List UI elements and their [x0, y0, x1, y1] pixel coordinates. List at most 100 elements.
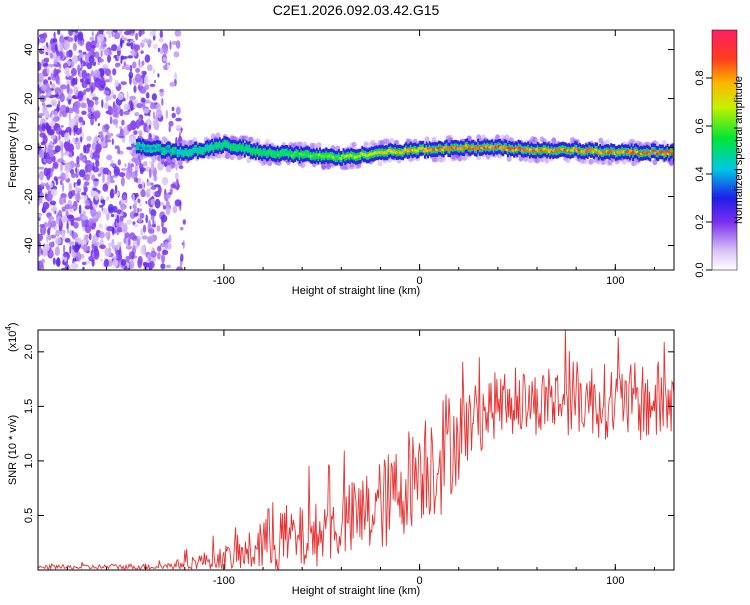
heatmap-cell [172, 205, 178, 214]
heatmap-cell [133, 208, 137, 214]
heatmap-cell [42, 201, 50, 210]
heatmap-cell [38, 61, 42, 71]
heatmap-cell [126, 91, 129, 101]
heatmap-cell [147, 64, 153, 72]
heatmap-cell [68, 241, 75, 246]
heatmap-cell [38, 213, 42, 218]
heatmap-cell [63, 253, 69, 258]
heatmap-cell [351, 141, 357, 148]
heatmap-cell [54, 87, 62, 95]
heatmap-cell [80, 126, 82, 134]
colorbar-tick-label: 0.8 [694, 70, 706, 85]
heatmap-cell [565, 157, 571, 164]
heatmap-cell [69, 265, 76, 270]
heatmap-cell [195, 150, 199, 154]
heatmap-cell [45, 125, 52, 131]
heatmap-plot-frame [37, 29, 675, 271]
heatmap-cell [41, 258, 45, 264]
heatmap-cell [78, 73, 82, 78]
heatmap-cell [133, 130, 138, 136]
heatmap-cell [138, 208, 143, 212]
heatmap-cell [85, 199, 90, 206]
heatmap-y-tick-label: 20 [23, 92, 35, 104]
heatmap-cell [506, 155, 512, 162]
heatmap-cell [141, 235, 148, 240]
heatmap-cell [58, 138, 62, 146]
snr-y-exponent-close: ) [7, 322, 19, 326]
heatmap-cell [53, 31, 56, 39]
heatmap-cell [147, 236, 154, 245]
heatmap-cell [135, 67, 141, 73]
heatmap-cell [73, 221, 79, 229]
heatmap-cell [120, 58, 123, 64]
heatmap-cell [163, 48, 168, 55]
heatmap-cell [93, 136, 100, 142]
heatmap-cell [78, 49, 82, 54]
heatmap-cell [38, 124, 42, 131]
heatmap-cell [621, 158, 627, 165]
heatmap-cell [91, 218, 98, 224]
heatmap-cell [68, 191, 73, 199]
heatmap-cell [182, 240, 185, 249]
heatmap-cell [77, 31, 84, 41]
heatmap-cell [457, 155, 463, 162]
heatmap-cell [253, 151, 257, 154]
heatmap-cell [60, 149, 64, 160]
heatmap-cell [129, 30, 135, 34]
heatmap-cell [126, 146, 133, 150]
heatmap-cell [89, 36, 95, 41]
heatmap-cell [474, 148, 478, 151]
heatmap-cell [173, 72, 178, 82]
heatmap-cell [56, 257, 61, 267]
heatmap-cell [134, 165, 139, 171]
heatmap-cell [140, 189, 146, 198]
heatmap-cell [243, 135, 249, 142]
heatmap-cell [68, 112, 71, 122]
heatmap-cell [574, 147, 578, 151]
heatmap-cell [63, 132, 70, 142]
heatmap-cell [190, 150, 194, 153]
heatmap-cell [105, 196, 110, 201]
heatmap-cell [85, 41, 92, 52]
heatmap-cell [167, 147, 171, 151]
heatmap-cell [50, 220, 57, 228]
heatmap-cell [52, 37, 58, 43]
heatmap-cell [113, 31, 121, 40]
heatmap-cell [69, 245, 72, 254]
heatmap-cell [525, 147, 529, 151]
heatmap-cell [90, 92, 94, 97]
heatmap-cell [102, 167, 110, 175]
heatmap-cell [444, 145, 448, 149]
heatmap-cell [88, 55, 95, 64]
heatmap-cell [148, 168, 152, 179]
snr-y-tick-label: 0.5 [23, 508, 35, 523]
heatmap-cell [91, 243, 95, 250]
heatmap-cell [82, 227, 85, 232]
heatmap-cell [130, 42, 134, 50]
heatmap-cell [43, 151, 47, 160]
heatmap-cell [53, 68, 58, 78]
heatmap-cell [120, 259, 127, 267]
heatmap-cell [175, 117, 182, 122]
heatmap-cell [224, 153, 230, 160]
heatmap-cell [58, 130, 66, 135]
heatmap-cell [596, 158, 601, 165]
heatmap-cell [87, 100, 94, 108]
heatmap-cell [165, 165, 172, 173]
heatmap-cell [97, 210, 102, 219]
heatmap-x-axis-label: Height of straight line (km) [292, 285, 420, 297]
heatmap-cell [84, 224, 92, 234]
heatmap-cell [58, 226, 62, 232]
snr-x-tick-label: 0 [417, 575, 423, 587]
heatmap-cell [594, 148, 598, 152]
heatmap-cell [52, 161, 59, 169]
heatmap-cell [157, 73, 160, 78]
heatmap-cell [118, 201, 122, 205]
heatmap-cell [175, 40, 181, 49]
heatmap-cell [106, 174, 111, 185]
heatmap-cell [178, 165, 184, 169]
heatmap-cell [108, 74, 113, 83]
heatmap-cell [80, 136, 83, 143]
heatmap-cell [53, 94, 59, 98]
heatmap-cell [93, 69, 101, 78]
